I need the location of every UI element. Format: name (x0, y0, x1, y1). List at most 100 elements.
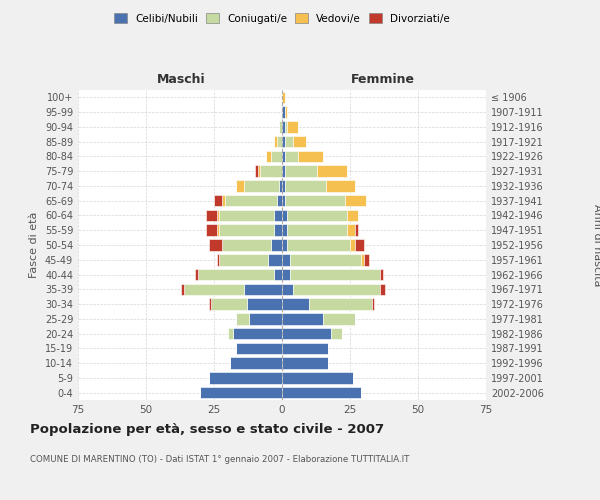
Bar (372, 298, 374, 310)
Bar (209, 239, 222, 251)
Bar (293, 136, 307, 147)
Bar (222, 239, 271, 251)
Bar (282, 342, 328, 354)
Bar (282, 298, 309, 310)
Bar (200, 387, 282, 398)
Bar (282, 180, 285, 192)
Bar (211, 298, 247, 310)
Bar (274, 136, 277, 147)
Bar (282, 328, 331, 340)
Bar (181, 284, 184, 295)
Bar (344, 195, 367, 206)
Bar (355, 224, 358, 236)
Bar (380, 284, 385, 295)
Bar (257, 166, 260, 177)
Bar (364, 254, 369, 266)
Bar (217, 210, 220, 221)
Bar (282, 372, 353, 384)
Bar (347, 224, 355, 236)
Bar (225, 195, 277, 206)
Text: Femmine: Femmine (350, 72, 415, 86)
Bar (279, 180, 282, 192)
Bar (230, 358, 282, 369)
Bar (380, 269, 383, 280)
Text: Maschi: Maschi (157, 72, 206, 86)
Bar (298, 150, 323, 162)
Bar (282, 106, 285, 118)
Bar (277, 195, 282, 206)
Bar (266, 150, 271, 162)
Bar (282, 284, 293, 295)
Bar (217, 224, 220, 236)
Bar (326, 180, 355, 192)
Bar (214, 195, 222, 206)
Bar (282, 166, 285, 177)
Bar (317, 166, 347, 177)
Bar (271, 239, 282, 251)
Bar (244, 180, 279, 192)
Bar (282, 224, 287, 236)
Bar (268, 254, 282, 266)
Bar (247, 298, 282, 310)
Bar (285, 121, 287, 132)
Bar (197, 269, 274, 280)
Bar (282, 210, 287, 221)
Bar (290, 254, 361, 266)
Bar (285, 136, 293, 147)
Bar (227, 328, 233, 340)
Bar (274, 269, 282, 280)
Bar (206, 224, 217, 236)
Bar (255, 166, 257, 177)
Y-axis label: Anni di nascita: Anni di nascita (592, 204, 600, 286)
Bar (282, 136, 285, 147)
Bar (309, 298, 372, 310)
Bar (290, 269, 380, 280)
Bar (282, 92, 285, 103)
Bar (287, 239, 350, 251)
Bar (184, 284, 244, 295)
Bar (282, 313, 323, 324)
Bar (282, 239, 287, 251)
Bar (285, 106, 287, 118)
Bar (236, 313, 250, 324)
Bar (285, 150, 298, 162)
Bar (236, 342, 282, 354)
Bar (287, 121, 298, 132)
Bar (361, 254, 364, 266)
Bar (287, 224, 347, 236)
Text: Popolazione per età, sesso e stato civile - 2007: Popolazione per età, sesso e stato civil… (30, 422, 384, 436)
Bar (195, 269, 197, 280)
Bar (274, 224, 282, 236)
Bar (236, 180, 244, 192)
Bar (350, 239, 355, 251)
Bar (282, 358, 328, 369)
Bar (282, 269, 290, 280)
Bar (222, 195, 225, 206)
Bar (285, 180, 326, 192)
Bar (206, 210, 217, 221)
Bar (355, 239, 364, 251)
Bar (209, 372, 282, 384)
Bar (271, 150, 282, 162)
Bar (244, 284, 282, 295)
Bar (220, 210, 274, 221)
Bar (285, 166, 317, 177)
Bar (209, 298, 211, 310)
Bar (274, 210, 282, 221)
Legend: Celibi/Nubili, Coniugati/e, Vedovi/e, Divorziati/e: Celibi/Nubili, Coniugati/e, Vedovi/e, Di… (111, 10, 453, 26)
Bar (293, 284, 380, 295)
Bar (323, 313, 355, 324)
Bar (220, 254, 268, 266)
Bar (347, 210, 358, 221)
Bar (282, 195, 285, 206)
Bar (287, 210, 347, 221)
Bar (282, 150, 285, 162)
Bar (282, 387, 361, 398)
Bar (331, 328, 342, 340)
Bar (260, 166, 282, 177)
Bar (285, 195, 344, 206)
Bar (279, 121, 282, 132)
Text: COMUNE DI MARENTINO (TO) - Dati ISTAT 1° gennaio 2007 - Elaborazione TUTTITALIA.: COMUNE DI MARENTINO (TO) - Dati ISTAT 1°… (30, 455, 409, 464)
Bar (233, 328, 282, 340)
Bar (277, 136, 282, 147)
